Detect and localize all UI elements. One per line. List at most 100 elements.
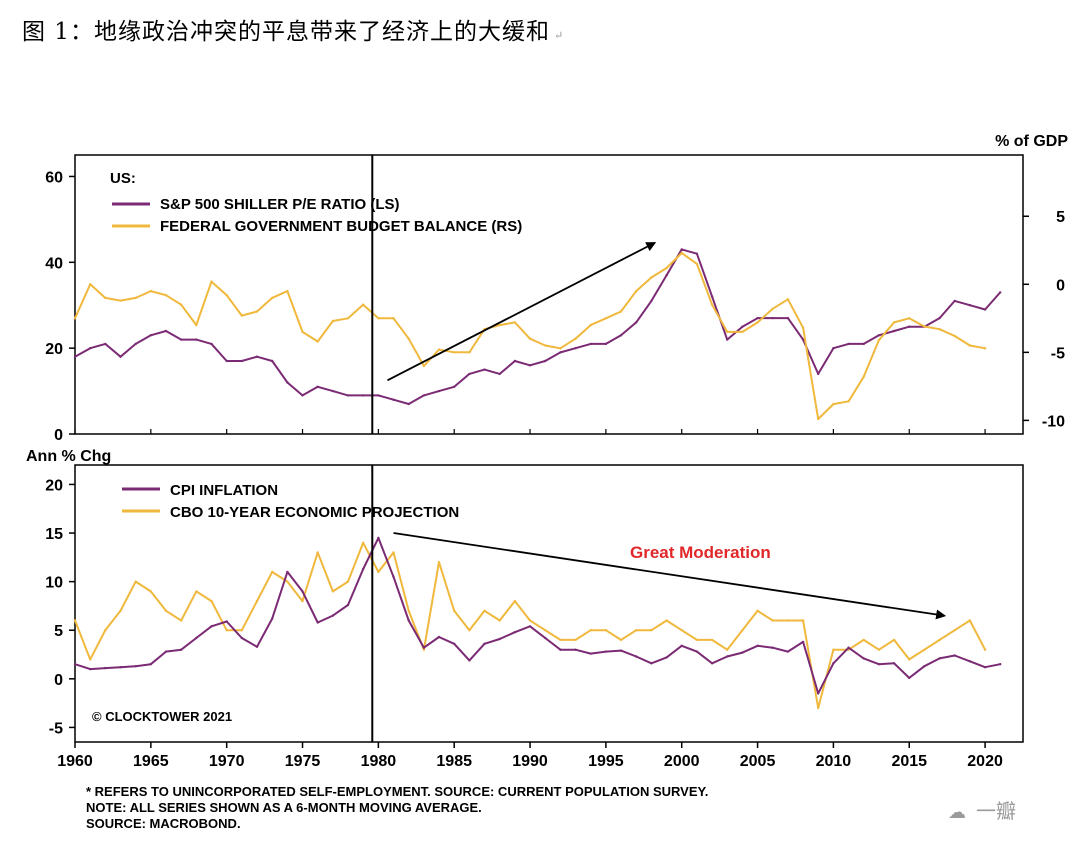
top-series-1-point-42: [710, 303, 714, 306]
top-series-0-point-14: [286, 381, 289, 384]
bottom-series-1-point-19: [362, 541, 365, 544]
top-series-0-point-5: [149, 334, 152, 337]
bottom-series-1-point-15: [301, 599, 304, 603]
top-series-0-point-48: [801, 338, 805, 341]
bottom-series-0-point-56: [923, 665, 926, 668]
wechat-icon: ☁: [948, 802, 966, 822]
watermark-text: 一瓣: [976, 801, 1016, 823]
top-series-0-point-39: [665, 274, 668, 277]
top-series-0-point-12: [255, 355, 259, 358]
top-series-0-point-10: [225, 359, 228, 363]
top-series-1-point-13: [271, 296, 274, 300]
top-series-1-point-59: [968, 344, 972, 347]
top-series-1-point-38: [650, 276, 653, 279]
bottom-series-1-point-58: [953, 629, 956, 632]
bottom-series-0-point-45: [756, 644, 759, 647]
top-series-0-point-35: [604, 342, 608, 346]
top-series-1-point-39: [665, 266, 668, 270]
top-series-1-point-50: [832, 402, 835, 406]
bottom-series-1-point-6: [164, 609, 168, 612]
top-series-1-point-15: [301, 330, 304, 334]
bottom-series-1-point-50: [832, 648, 835, 651]
bottom-series-0-point-33: [574, 648, 577, 651]
footnote-1: * REFERS TO UNINCORPORATED SELF-EMPLOYME…: [86, 784, 709, 799]
bottom-y-tick-label-2: 5: [54, 623, 63, 640]
bottom-series-0-point-30: [528, 625, 532, 628]
top-series-0-point-47: [786, 316, 790, 320]
copyright-text: © CLOCKTOWER 2021: [92, 709, 232, 724]
bottom-x-tick-label-0: 1960: [57, 753, 93, 770]
top-series-0-point-32: [559, 351, 562, 354]
top-series-0-point-36: [619, 334, 623, 337]
top-series-1-point-22: [407, 337, 410, 340]
bottom-series-1-point-23: [422, 648, 426, 651]
bottom-series-0-point-13: [271, 617, 274, 620]
bottom-series-0-point-18: [346, 603, 350, 607]
top-series-1-point-17: [331, 319, 335, 323]
bottom-series-0-point-11: [240, 636, 243, 640]
top-series-0-point-38: [650, 299, 653, 303]
bottom-y-tick-label-4: 15: [45, 526, 63, 543]
bottom-y-tick-label-3: 10: [45, 575, 63, 592]
top-left-tick-label-2: 40: [45, 255, 63, 272]
top-series-line-1: [74, 252, 986, 420]
bottom-series-0-point-16: [316, 621, 319, 624]
bottom-series-1-point-9: [210, 599, 213, 603]
bottom-series-1-point-0: [73, 619, 77, 622]
bottom-series-0-point-29: [513, 631, 517, 634]
top-series-0-point-52: [862, 342, 865, 346]
bottom-series-1-point-59: [968, 619, 972, 622]
top-series-0-point-4: [134, 342, 137, 346]
bottom-series-1-point-16: [316, 551, 319, 554]
bottom-series-0-point-23: [422, 646, 426, 649]
bottom-series-1-point-37: [635, 629, 638, 632]
top-series-0-point-7: [180, 338, 183, 341]
bottom-series-0-point-21: [392, 575, 395, 578]
top-series-1-point-36: [619, 310, 623, 313]
bottom-series-0-point-34: [589, 652, 592, 655]
bottom-legend-label-1: CBO 10-YEAR ECONOMIC PROJECTION: [170, 504, 459, 521]
top-series-1-point-29: [513, 321, 517, 324]
bottom-series-0-point-0: [73, 663, 77, 666]
bottom-series-1-point-55: [908, 658, 911, 661]
bottom-series-1-point-24: [437, 561, 441, 564]
bottom-series-0-point-47: [786, 650, 790, 653]
bottom-y-tick-label-5: 20: [45, 477, 63, 494]
top-panel: 0 20 40 60 -10 -5 0 5 US: S&P 500 SHILLER P/E RAT…: [45, 133, 1068, 444]
top-series-1-point-49: [817, 417, 820, 421]
top-series-0-point-57: [938, 316, 941, 320]
bottom-series-1-point-2: [104, 629, 107, 632]
top-series-0-point-58: [953, 299, 956, 303]
top-series-0-point-30: [528, 364, 532, 367]
top-series-1-point-19: [362, 303, 365, 306]
top-series-0-point-13: [271, 359, 274, 363]
bottom-series-0-point-52: [862, 657, 865, 660]
bottom-x-tick-label-8: 2000: [664, 753, 700, 770]
top-region-label: US:: [110, 170, 136, 187]
top-plot-frame: [74, 154, 1024, 435]
top-series-1-point-12: [255, 310, 259, 313]
bottom-series-1-point-29: [513, 599, 517, 603]
top-series-0-point-21: [392, 398, 395, 401]
top-series-0-point-50: [832, 347, 835, 350]
top-series-1-point-33: [574, 337, 577, 340]
bottom-series-1-point-4: [134, 580, 137, 583]
top-trend-arrow: [387, 242, 657, 382]
top-series-0-point-0: [73, 355, 77, 358]
bottom-series-0-point-48: [801, 640, 805, 644]
bottom-series-0-point-60: [983, 666, 987, 669]
top-right-tick-label-1: -5: [1051, 345, 1065, 362]
bottom-series-1-point-12: [255, 599, 259, 603]
top-series-1-point-43: [726, 330, 729, 334]
top-series-1-point-7: [180, 303, 183, 306]
bottom-series-1-point-26: [468, 629, 471, 632]
top-series-0-point-42: [710, 295, 714, 298]
bottom-series-1-point-52: [862, 638, 865, 642]
top-series-line-0: [74, 248, 1001, 405]
top-series-0-point-26: [468, 372, 471, 376]
top-series-0-point-44: [741, 325, 744, 328]
top-series-1-point-2: [104, 296, 107, 300]
top-series-0-point-19: [362, 394, 365, 397]
bottom-series-0-point-12: [255, 645, 259, 648]
top-series-0-point-28: [498, 372, 501, 376]
